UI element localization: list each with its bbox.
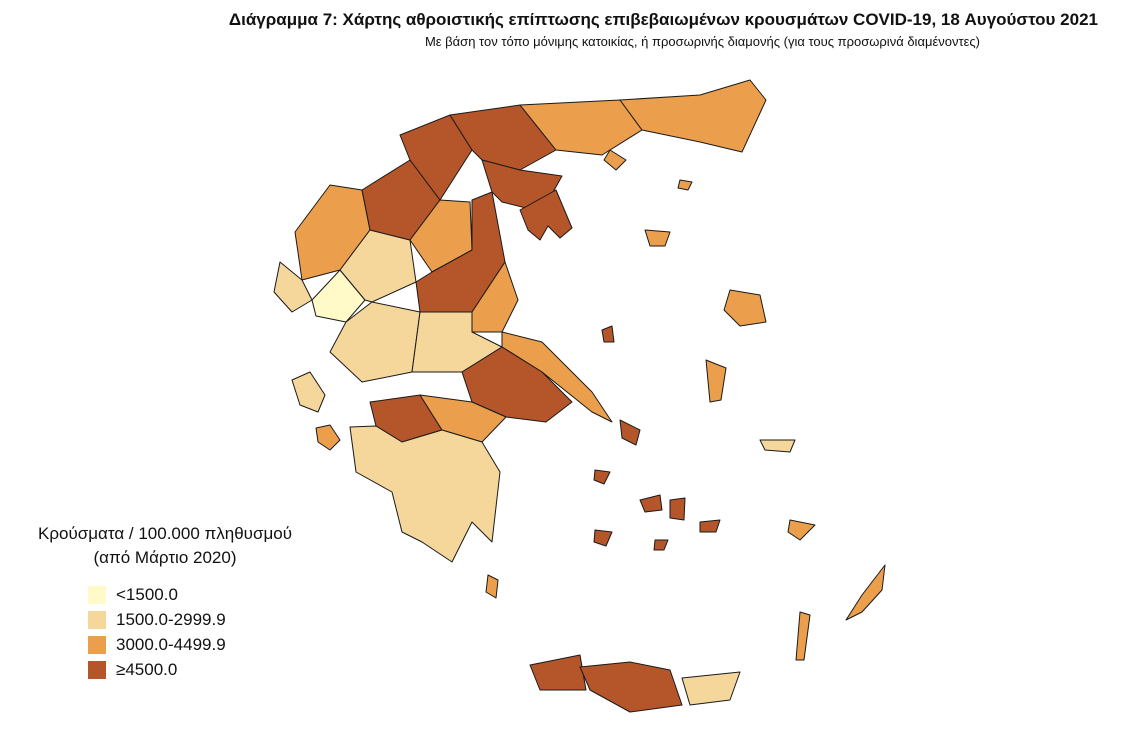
region — [845, 564, 886, 621]
legend-title: (από Μάρτιο 2020) — [93, 548, 237, 567]
legend-swatch — [88, 635, 106, 654]
region — [349, 425, 501, 563]
region — [399, 114, 473, 201]
legend: Κρούσματα / 100.000 πληθυσμού (από Μάρτι… — [10, 522, 320, 682]
region — [601, 325, 615, 343]
region — [639, 494, 663, 513]
legend-item: ≥4500.0 — [88, 657, 320, 682]
region — [273, 261, 313, 313]
legend-swatch — [88, 585, 106, 604]
legend-label: 3000.0-4499.9 — [116, 634, 226, 654]
legend-label: 1500.0-2999.9 — [116, 609, 226, 629]
region — [315, 424, 341, 451]
region — [619, 79, 767, 153]
region — [519, 189, 573, 241]
region — [795, 611, 811, 661]
region — [529, 654, 587, 691]
region — [759, 439, 796, 453]
region — [485, 574, 499, 599]
legend-item: <1500.0 — [88, 582, 320, 607]
legend-swatch — [88, 610, 106, 629]
legend-label: ≥4500.0 — [116, 659, 178, 679]
regions — [273, 79, 886, 713]
region — [291, 371, 326, 413]
region — [593, 529, 613, 547]
region — [699, 519, 721, 533]
legend-items: <1500.0 1500.0-2999.9 3000.0-4499.9 ≥4500.0 — [88, 582, 320, 682]
region — [681, 671, 741, 706]
region — [669, 497, 686, 521]
legend-label: <1500.0 — [116, 584, 178, 604]
region — [519, 99, 643, 156]
legend-title: Κρούσματα / 100.000 πληθυσμού — [38, 524, 292, 543]
legend-item: 3000.0-4499.9 — [88, 632, 320, 657]
region — [644, 229, 671, 247]
region — [653, 539, 669, 551]
region — [619, 419, 641, 446]
subtitle: Με βάση τον τόπο μόνιμης κατοικίας, ή πρ… — [424, 34, 980, 49]
region — [603, 149, 627, 171]
region — [419, 394, 507, 443]
title: Διάγραμμα 7: Χάρτης αθροιστικής επίπτωση… — [228, 10, 1098, 29]
region — [723, 289, 767, 327]
region — [677, 179, 693, 191]
legend-item: 1500.0-2999.9 — [88, 607, 320, 632]
region — [311, 269, 366, 323]
region — [787, 519, 816, 541]
legend-swatch — [88, 660, 106, 679]
region — [409, 199, 473, 273]
region — [705, 359, 727, 403]
region — [579, 661, 683, 713]
region — [593, 469, 611, 485]
